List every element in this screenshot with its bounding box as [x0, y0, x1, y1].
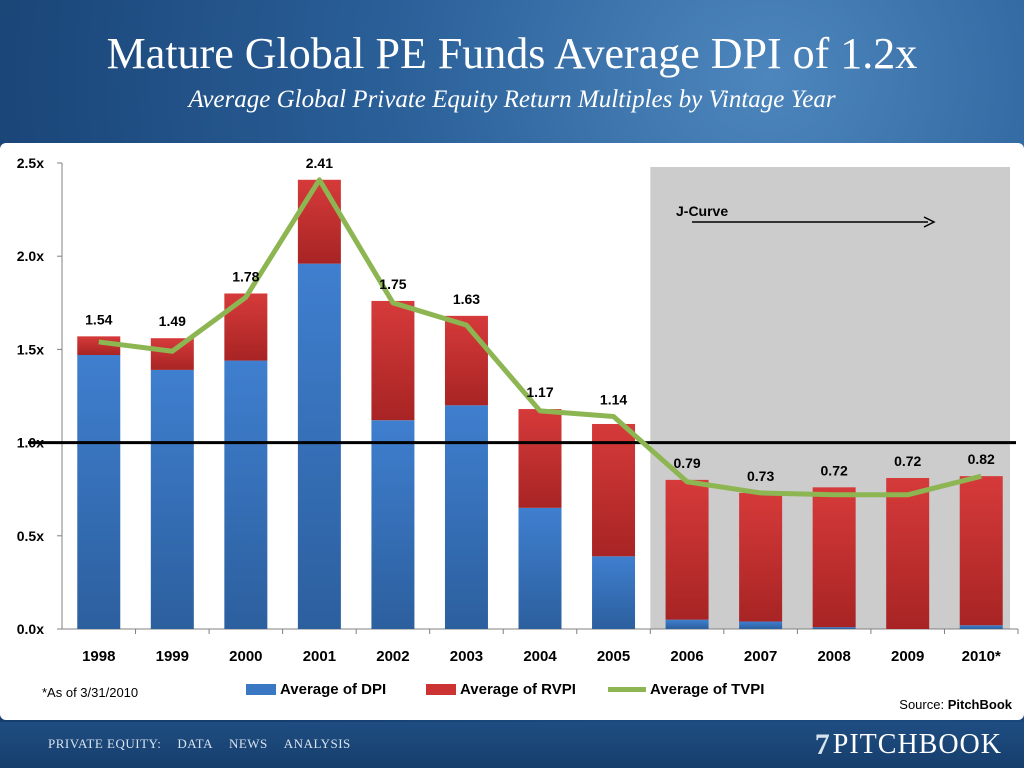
bar-dpi [665, 619, 709, 629]
legend-dpi-swatch [246, 684, 276, 695]
x-tick-label: 2003 [450, 648, 483, 665]
bar-rvpi [665, 479, 709, 620]
bar-dpi [959, 625, 1003, 629]
tvpi-data-label: 1.17 [526, 384, 553, 400]
y-tick-label: 1.5x [17, 341, 44, 357]
tvpi-data-label: 1.49 [159, 313, 186, 329]
x-tick-label: 2004 [523, 648, 557, 665]
legend-tvpi: Average of TVPI [608, 681, 764, 698]
tvpi-data-label: 0.72 [894, 453, 921, 469]
x-tick-label: 2010* [962, 648, 1001, 665]
footnote: *As of 3/31/2010 [42, 685, 139, 700]
source-note: Source: PitchBook [899, 697, 1012, 712]
footer-nav-analysis[interactable]: ANALYSIS [283, 736, 351, 751]
footer-nav-data[interactable]: DATA [177, 736, 213, 751]
legend-rvpi: Average of RVPI [426, 681, 576, 698]
jcurve-arrowhead [923, 216, 936, 228]
tvpi-data-label: 1.75 [379, 276, 406, 292]
x-tick-label: 1998 [82, 648, 115, 665]
bar-rvpi [444, 315, 488, 406]
source-prefix: Source: [899, 697, 948, 712]
legend-dpi: Average of DPI [246, 681, 386, 698]
tvpi-data-label: 1.14 [600, 392, 627, 408]
pitchbook-logo-icon: 7 [814, 728, 831, 761]
x-tick-label: 2007 [744, 648, 777, 665]
pitchbook-logo-text: PITCHBOOK [832, 729, 1002, 760]
source-name: PitchBook [947, 697, 1012, 712]
x-tick-label: 2002 [376, 648, 409, 665]
jcurve-annotation: J-Curve [676, 203, 728, 219]
x-tick-label: 2000 [229, 648, 262, 665]
x-tick-label: 2009 [891, 648, 924, 665]
tvpi-data-label: 2.41 [306, 155, 333, 171]
x-tick-label: 2001 [303, 648, 336, 665]
x-tick-label: 2008 [817, 648, 850, 665]
bar-rvpi [592, 423, 636, 557]
tvpi-data-label: 0.72 [821, 462, 848, 478]
bar-dpi [592, 556, 636, 629]
y-tick-label: 0.0x [17, 621, 44, 637]
slide-subtitle: Average Global Private Equity Return Mul… [188, 86, 836, 113]
tvpi-line [98, 177, 982, 498]
bar-dpi [224, 360, 268, 629]
x-tick-label: 2005 [597, 648, 630, 665]
footer-nav: PRIVATE EQUITY: DATA NEWS ANALYSIS [48, 736, 351, 752]
footer-nav-news[interactable]: NEWS [228, 736, 268, 751]
x-tick-label: 1999 [156, 648, 189, 665]
bar-dpi [77, 354, 121, 629]
bar-rvpi [812, 487, 856, 628]
legend-tvpi-label: Average of TVPI [650, 681, 765, 698]
slide-title: Mature Global PE Funds Average DPI of 1.… [106, 29, 918, 78]
bar-dpi [297, 263, 341, 629]
legend-rvpi-swatch [426, 684, 456, 695]
tvpi-data-label: 0.82 [968, 451, 995, 467]
bar-dpi [371, 420, 415, 629]
bar-rvpi [224, 293, 268, 361]
tvpi-data-label: 1.63 [453, 291, 480, 307]
tvpi-data-label: 1.54 [85, 311, 112, 327]
x-tick-label: 2006 [670, 648, 703, 665]
legend-dpi-label: Average of DPI [280, 681, 387, 698]
bar-dpi [150, 369, 194, 629]
tvpi-data-label: 0.73 [747, 468, 774, 484]
bar-dpi [518, 507, 562, 629]
bar-rvpi [518, 409, 562, 508]
bar-rvpi [959, 476, 1003, 626]
footer-nav-label: PRIVATE EQUITY: [48, 736, 162, 751]
tvpi-data-label: 1.78 [232, 268, 259, 284]
legend-rvpi-label: Average of RVPI [460, 681, 576, 698]
bar-rvpi [739, 492, 783, 622]
tvpi-data-label: 0.79 [673, 455, 700, 471]
bar-dpi [812, 627, 856, 629]
bar-rvpi [886, 478, 930, 629]
footer-bar [0, 722, 1024, 768]
y-tick-label: 2.5x [17, 155, 44, 171]
pitchbook-logo[interactable]: 7 PITCHBOOK [815, 728, 1002, 762]
y-tick-label: 0.5x [17, 528, 44, 544]
bar-rvpi [371, 300, 415, 421]
bar-rvpi [297, 179, 341, 264]
bar-dpi [739, 621, 783, 629]
bar-dpi [444, 405, 488, 629]
legend-tvpi-swatch [608, 687, 646, 692]
y-tick-label: 2.0x [17, 248, 44, 264]
